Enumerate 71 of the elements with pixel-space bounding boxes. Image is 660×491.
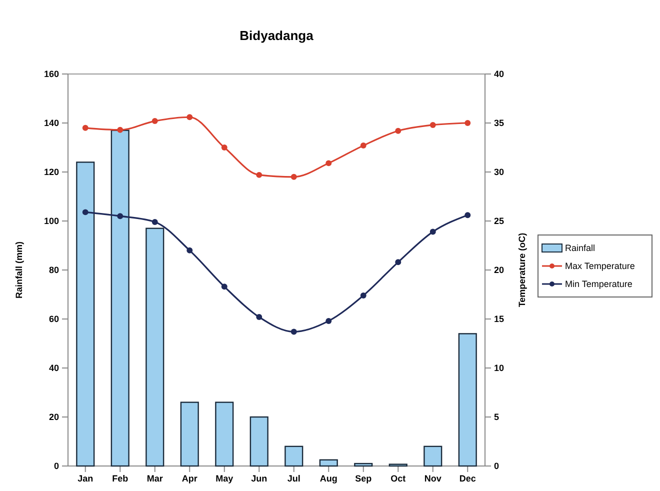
y-axis-title: Rainfall (mm) (14, 241, 24, 299)
y2-tick-label: 25 (494, 216, 504, 226)
x-tick-label: Dec (459, 473, 476, 484)
bar (180, 402, 199, 467)
point (221, 284, 228, 290)
x-tick-label: Oct (390, 473, 406, 484)
y2-tick-label: 20 (494, 264, 504, 275)
point (256, 314, 262, 320)
x-tick-label: Mar (146, 473, 164, 484)
point (430, 228, 436, 235)
x-tick-label: May (216, 473, 234, 484)
point (326, 318, 332, 324)
x-tick-label: Jan (78, 473, 94, 484)
chart-title: Bidyadanga (240, 28, 314, 43)
point (221, 144, 228, 150)
legend-label: Min Temperature (565, 279, 632, 289)
point (395, 128, 402, 134)
y2-tick-label: 30 (494, 166, 504, 177)
y2-axis-title: Temperature (oC) (517, 232, 527, 308)
y-tick-label: 20 (48, 412, 59, 422)
bar (284, 446, 304, 467)
y2-tick-label: 35 (494, 118, 504, 128)
y-tick-label: 120 (44, 166, 59, 177)
y-tick-label: 100 (44, 216, 59, 226)
y2-tick-label: 10 (494, 362, 504, 373)
point (395, 259, 402, 266)
x-tick-label: Jun (251, 473, 268, 484)
point (82, 209, 88, 216)
point (326, 160, 332, 166)
y-tick-label: 140 (44, 118, 59, 128)
y2-tick-label: 5 (494, 412, 500, 422)
point (152, 118, 158, 124)
y-tick-label: 60 (48, 314, 59, 324)
point (82, 124, 88, 131)
y2-tick-label: 0 (494, 460, 500, 471)
point (290, 328, 297, 335)
bar (424, 446, 442, 467)
point (186, 114, 193, 120)
point (360, 142, 366, 149)
bar (458, 333, 477, 467)
bar (319, 459, 338, 467)
y-tick-label: 80 (48, 264, 59, 275)
bar (146, 228, 164, 467)
bar (354, 462, 373, 467)
legend-label: Rainfall (565, 243, 596, 253)
y2-tick-label: 40 (494, 68, 504, 79)
point (117, 213, 124, 220)
point (152, 219, 158, 225)
x-tick-label: Apr (182, 473, 198, 484)
point (256, 172, 262, 178)
point (186, 247, 193, 254)
x-tick-label: Feb (112, 473, 129, 484)
y-tick-label: 160 (44, 68, 59, 79)
point (464, 120, 471, 126)
y-tick-label: 0 (54, 460, 59, 471)
legend-label: Max Temperature (565, 261, 635, 271)
y2-tick-label: 15 (494, 314, 504, 324)
x-tick-label: Sep (355, 473, 372, 484)
x-tick-label: Nov (424, 473, 442, 484)
y-tick-label: 40 (48, 362, 59, 373)
point (360, 292, 366, 298)
bar (110, 130, 130, 467)
point (430, 122, 436, 128)
bar (250, 416, 268, 467)
x-tick-label: Aug (320, 473, 338, 484)
point (290, 174, 297, 180)
point (117, 126, 124, 133)
point (464, 212, 471, 218)
bar (215, 402, 234, 467)
bar (76, 162, 95, 467)
x-tick-label: Jul (287, 473, 300, 484)
